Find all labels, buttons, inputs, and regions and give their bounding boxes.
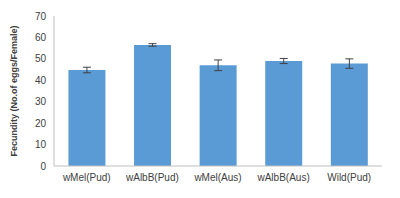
svg-text:40: 40 (35, 75, 47, 86)
svg-text:wMel(Pud): wMel(Pud) (62, 172, 111, 183)
svg-text:50: 50 (35, 53, 47, 64)
svg-text:wMel(Aus): wMel(Aus) (193, 172, 241, 183)
svg-text:Wild(Pud): Wild(Pud) (327, 172, 371, 183)
svg-text:10: 10 (35, 139, 47, 150)
svg-text:70: 70 (35, 11, 47, 22)
svg-text:0: 0 (40, 161, 46, 172)
svg-text:Fecundity (No.of eggs/Female): Fecundity (No.of eggs/Female) (9, 25, 19, 156)
svg-text:wAlbB(Pud): wAlbB(Pud) (125, 172, 179, 183)
svg-text:30: 30 (35, 96, 47, 107)
svg-text:60: 60 (35, 32, 47, 43)
svg-text:wAlbB(Aus): wAlbB(Aus) (256, 172, 309, 183)
svg-text:20: 20 (35, 118, 47, 129)
